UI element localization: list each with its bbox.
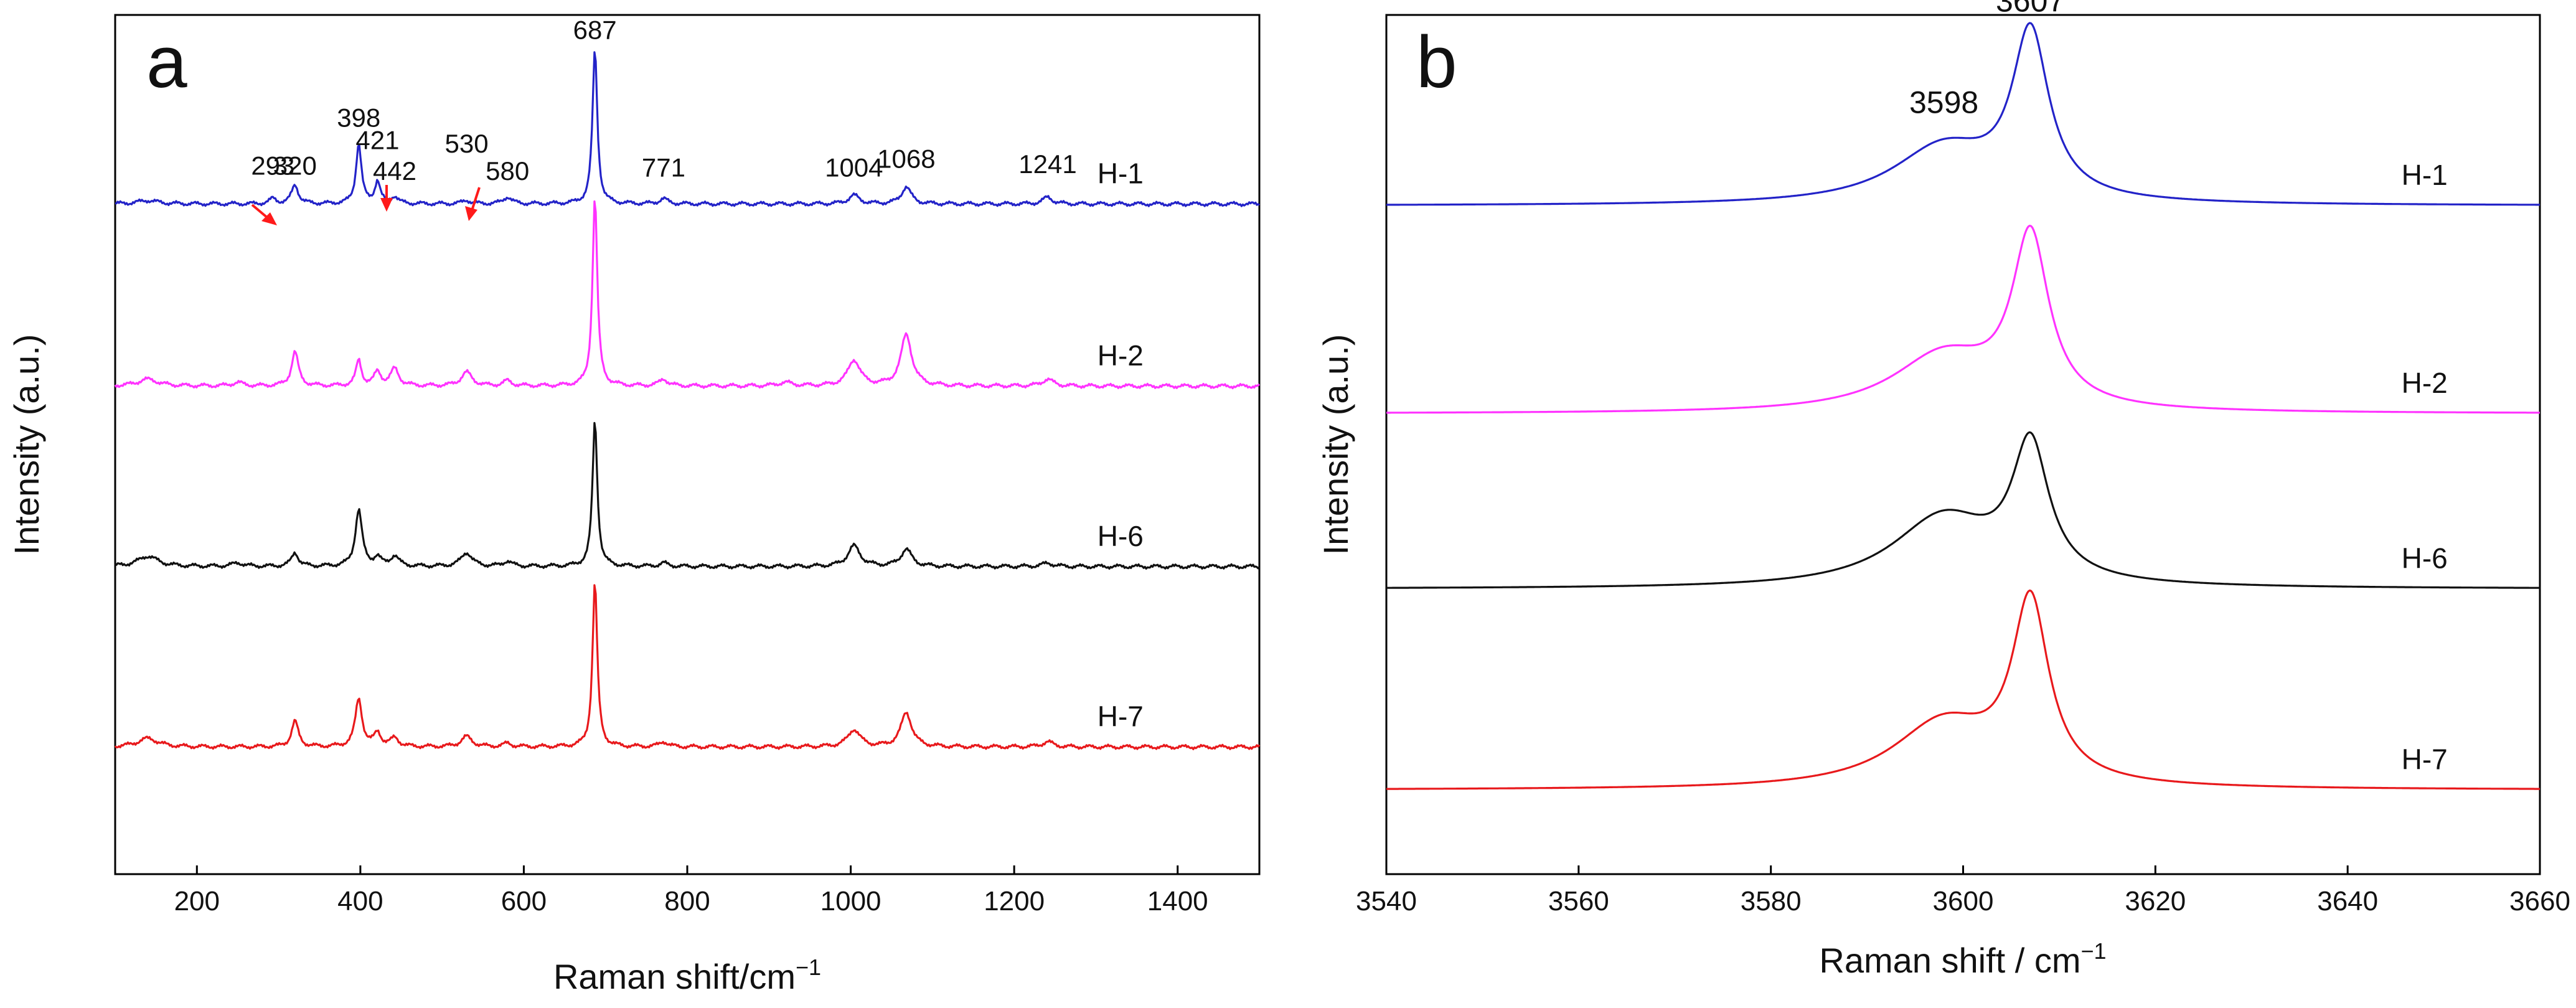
- panel-b-ylabel: Intensity (a.u.): [1316, 334, 1355, 555]
- panel-a-series-labels: H-1 H-2 H-6 H-7: [1098, 157, 1144, 732]
- x-tick-label-1200: 1200: [984, 886, 1045, 916]
- series-h-6-line: [1386, 431, 2540, 589]
- panel-a-ylabel: Intensity (a.u.): [7, 334, 46, 555]
- panel-a-curves: [114, 51, 1261, 750]
- panel-a-ticks: 200 400 600 800 1000 1200 1400: [174, 865, 1208, 916]
- panel-a-arrows: [251, 185, 481, 225]
- peak-label-771: 771: [642, 153, 685, 182]
- panel-a: a 200 400 600 800 1000 1200 1400 H-1H-2H-6H-7 …: [7, 14, 1261, 996]
- panel-a-letter: a: [146, 21, 187, 103]
- peak-label-1004: 1004: [825, 153, 883, 182]
- arrow-421-head: [380, 198, 393, 212]
- x-tick-label-600: 600: [501, 886, 547, 916]
- series-h-1-line: [1386, 22, 2540, 206]
- series-label-h-7: H-7: [1098, 700, 1144, 733]
- panel-b: b 3540 3560 3580 3600 3620 3640 3660 H-1 H-2 H-6…: [1316, 0, 2570, 980]
- x-tick-label-800: 800: [664, 886, 710, 916]
- peak-label-3598: 3598: [1909, 85, 1978, 120]
- series-label-h-6: H-6: [2402, 542, 2448, 575]
- series-h-6-line: [114, 422, 1261, 570]
- peak-label-530: 530: [444, 129, 488, 158]
- peak-label-3607: 3607: [1996, 0, 2065, 18]
- series-h-2-line: [1386, 224, 2540, 414]
- x-tick-label-3560: 3560: [1548, 886, 1609, 916]
- peak-label-398: 398: [337, 103, 380, 132]
- peak-label-421: 421: [355, 125, 399, 154]
- x-tick-label-3540: 3540: [1356, 886, 1417, 916]
- series-label-h-7: H-7: [2402, 743, 2448, 776]
- series-label-h-6: H-6: [1098, 520, 1144, 552]
- arrow-530-head: [465, 206, 477, 221]
- panel-a-xlabel: Raman shift/cm−1: [553, 954, 821, 996]
- series-label-h-2: H-2: [1098, 339, 1144, 372]
- x-tick-label-3600: 3600: [1933, 886, 1994, 916]
- peak-label-293: 293: [251, 151, 294, 181]
- series-h-1-line: [115, 51, 1260, 207]
- peak-label-580: 580: [486, 156, 529, 186]
- x-tick-label-3580: 3580: [1741, 886, 1802, 916]
- panel-b-annotations: 3598 3607: [1909, 0, 2065, 120]
- peak-label-320: 320: [273, 151, 317, 181]
- arrow-530: [471, 187, 481, 211]
- panel-b-ticks: 3540 3560 3580 3600 3620 3640 3660: [1356, 865, 2570, 916]
- peak-label-687: 687: [573, 16, 617, 45]
- x-tick-label-200: 200: [174, 886, 220, 916]
- peak-label-442: 442: [373, 156, 416, 186]
- panel-b-series-labels: H-1 H-2 H-6 H-7: [2402, 159, 2448, 775]
- arrow-293: [251, 204, 269, 219]
- x-tick-label-3620: 3620: [2125, 886, 2186, 916]
- series-h-7-line: [1386, 589, 2540, 790]
- series-h-7-line: [114, 584, 1261, 750]
- x-tick-label-400: 400: [337, 886, 383, 916]
- peak-label-1068: 1068: [877, 144, 935, 174]
- x-tick-label-3640: 3640: [2317, 886, 2378, 916]
- x-tick-label-1400: 1400: [1147, 886, 1208, 916]
- x-tick-label-3660: 3660: [2509, 886, 2570, 916]
- panel-b-frame: [1385, 14, 2541, 875]
- peak-label-1241: 1241: [1018, 149, 1076, 179]
- series-h-2-line: [114, 200, 1260, 390]
- series-label-h-2: H-2: [2402, 367, 2448, 399]
- x-tick-label-1000: 1000: [820, 886, 881, 916]
- panel-b-xlabel: Raman shift / cm−1: [1819, 938, 2106, 980]
- panel-b-letter: b: [1416, 21, 1457, 103]
- arrow-293-head: [261, 212, 277, 225]
- panel-b-curves: [1386, 22, 2540, 790]
- series-label-h-1: H-1: [1098, 157, 1144, 189]
- series-label-h-1: H-1: [2402, 159, 2448, 191]
